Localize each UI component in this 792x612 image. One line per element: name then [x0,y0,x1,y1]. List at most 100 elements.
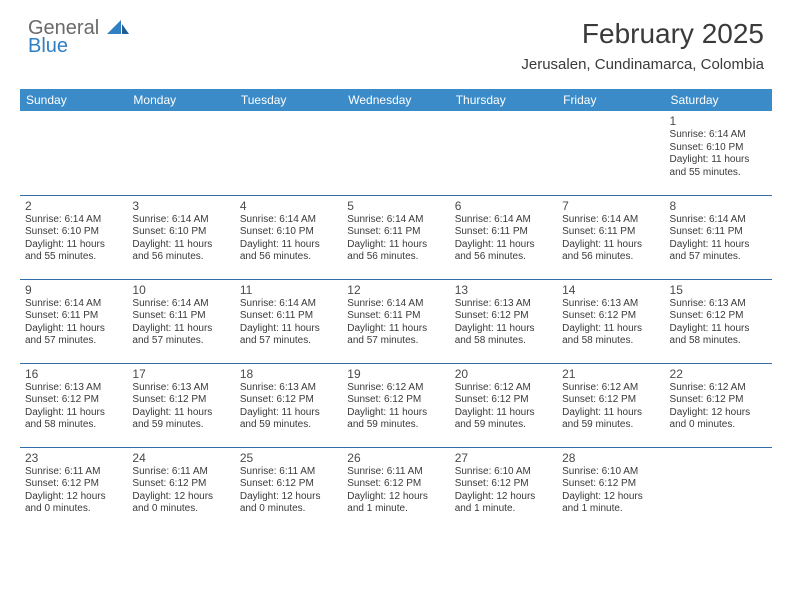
day-number: 16 [25,367,122,381]
day-number: 2 [25,199,122,213]
calendar-day-cell: 28Sunrise: 6:10 AMSunset: 6:12 PMDayligh… [557,447,664,531]
calendar-table: Sunday Monday Tuesday Wednesday Thursday… [20,89,772,531]
day-info: Sunrise: 6:14 AMSunset: 6:11 PMDaylight:… [25,298,122,348]
daylight-text: Daylight: 11 hours and 59 minutes. [455,407,552,432]
logo-text: General Blue [28,18,129,56]
daylight-text: Daylight: 11 hours and 58 minutes. [455,323,552,348]
day-info: Sunrise: 6:13 AMSunset: 6:12 PMDaylight:… [670,298,767,348]
daylight-text: Daylight: 11 hours and 57 minutes. [132,323,229,348]
calendar-day-cell: 25Sunrise: 6:11 AMSunset: 6:12 PMDayligh… [235,447,342,531]
calendar-day-cell: 5Sunrise: 6:14 AMSunset: 6:11 PMDaylight… [342,195,449,279]
day-number: 11 [240,283,337,297]
day-number: 25 [240,451,337,465]
calendar-day-cell: 14Sunrise: 6:13 AMSunset: 6:12 PMDayligh… [557,279,664,363]
sunrise-text: Sunrise: 6:14 AM [240,298,337,311]
sunrise-text: Sunrise: 6:14 AM [25,298,122,311]
day-info: Sunrise: 6:14 AMSunset: 6:11 PMDaylight:… [562,214,659,264]
day-info: Sunrise: 6:12 AMSunset: 6:12 PMDaylight:… [562,382,659,432]
header: General Blue February 2025 Jerusalen, Cu… [0,0,792,81]
sunset-text: Sunset: 6:12 PM [347,478,444,491]
daylight-text: Daylight: 12 hours and 1 minute. [347,491,444,516]
day-header: Saturday [665,89,772,111]
sunrise-text: Sunrise: 6:12 AM [455,382,552,395]
daylight-text: Daylight: 11 hours and 59 minutes. [132,407,229,432]
sunrise-text: Sunrise: 6:14 AM [670,129,767,142]
day-number: 5 [347,199,444,213]
sunset-text: Sunset: 6:12 PM [562,310,659,323]
sunset-text: Sunset: 6:10 PM [670,142,767,155]
sunrise-text: Sunrise: 6:13 AM [670,298,767,311]
day-header: Sunday [20,89,127,111]
sunset-text: Sunset: 6:11 PM [347,226,444,239]
day-info: Sunrise: 6:14 AMSunset: 6:10 PMDaylight:… [670,129,767,179]
calendar-day-cell [342,111,449,195]
calendar-day-cell: 20Sunrise: 6:12 AMSunset: 6:12 PMDayligh… [450,363,557,447]
day-number: 17 [132,367,229,381]
sunset-text: Sunset: 6:12 PM [25,478,122,491]
day-number: 20 [455,367,552,381]
calendar-day-cell [127,111,234,195]
day-info: Sunrise: 6:11 AMSunset: 6:12 PMDaylight:… [132,466,229,516]
day-number: 9 [25,283,122,297]
calendar-week-row: 1Sunrise: 6:14 AMSunset: 6:10 PMDaylight… [20,111,772,195]
daylight-text: Daylight: 12 hours and 1 minute. [562,491,659,516]
day-info: Sunrise: 6:12 AMSunset: 6:12 PMDaylight:… [670,382,767,432]
day-number: 8 [670,199,767,213]
calendar-day-cell: 17Sunrise: 6:13 AMSunset: 6:12 PMDayligh… [127,363,234,447]
day-info: Sunrise: 6:14 AMSunset: 6:11 PMDaylight:… [455,214,552,264]
sunrise-text: Sunrise: 6:14 AM [132,298,229,311]
day-info: Sunrise: 6:14 AMSunset: 6:10 PMDaylight:… [240,214,337,264]
calendar-day-cell: 9Sunrise: 6:14 AMSunset: 6:11 PMDaylight… [20,279,127,363]
calendar-day-cell: 1Sunrise: 6:14 AMSunset: 6:10 PMDaylight… [665,111,772,195]
day-info: Sunrise: 6:14 AMSunset: 6:11 PMDaylight:… [347,298,444,348]
daylight-text: Daylight: 11 hours and 58 minutes. [25,407,122,432]
sunrise-text: Sunrise: 6:11 AM [132,466,229,479]
day-number: 28 [562,451,659,465]
sunset-text: Sunset: 6:12 PM [25,394,122,407]
daylight-text: Daylight: 12 hours and 0 minutes. [25,491,122,516]
calendar-week-row: 2 Sunrise: 6:14 AMSunset: 6:10 PMDaylight… [20,195,772,279]
sunset-text: Sunset: 6:12 PM [562,394,659,407]
calendar-day-cell: 27Sunrise: 6:10 AMSunset: 6:12 PMDayligh… [450,447,557,531]
day-number: 6 [455,199,552,213]
day-info: Sunrise: 6:14 AMSunset: 6:10 PMDaylight:… [132,214,229,264]
calendar-day-cell: 2Sunrise: 6:14 AMSunset: 6:10 PMDaylight… [20,195,127,279]
sunrise-text: Sunrise: 6:14 AM [670,214,767,227]
calendar-day-cell [665,447,772,531]
sunrise-text: Sunrise: 6:11 AM [240,466,337,479]
calendar-day-cell [557,111,664,195]
day-number: 4 [240,199,337,213]
calendar-day-cell: 8Sunrise: 6:14 AMSunset: 6:11 PMDaylight… [665,195,772,279]
sunset-text: Sunset: 6:11 PM [670,226,767,239]
sunset-text: Sunset: 6:12 PM [670,394,767,407]
day-info: Sunrise: 6:11 AMSunset: 6:12 PMDaylight:… [240,466,337,516]
logo-sail-icon [107,17,129,39]
daylight-text: Daylight: 11 hours and 56 minutes. [132,239,229,264]
day-number: 21 [562,367,659,381]
sunrise-text: Sunrise: 6:13 AM [562,298,659,311]
daylight-text: Daylight: 11 hours and 56 minutes. [562,239,659,264]
sunset-text: Sunset: 6:11 PM [25,310,122,323]
day-number: 10 [132,283,229,297]
calendar-day-cell: 24Sunrise: 6:11 AMSunset: 6:12 PMDayligh… [127,447,234,531]
day-info: Sunrise: 6:11 AMSunset: 6:12 PMDaylight:… [347,466,444,516]
day-number: 7 [562,199,659,213]
sunset-text: Sunset: 6:11 PM [240,310,337,323]
sunrise-text: Sunrise: 6:14 AM [455,214,552,227]
daylight-text: Daylight: 11 hours and 59 minutes. [562,407,659,432]
sunset-text: Sunset: 6:12 PM [240,478,337,491]
day-number: 26 [347,451,444,465]
day-info: Sunrise: 6:10 AMSunset: 6:12 PMDaylight:… [455,466,552,516]
calendar-day-cell: 15Sunrise: 6:13 AMSunset: 6:12 PMDayligh… [665,279,772,363]
daylight-text: Daylight: 12 hours and 0 minutes. [670,407,767,432]
day-info: Sunrise: 6:12 AMSunset: 6:12 PMDaylight:… [455,382,552,432]
sunset-text: Sunset: 6:12 PM [562,478,659,491]
daylight-text: Daylight: 11 hours and 57 minutes. [347,323,444,348]
sunrise-text: Sunrise: 6:12 AM [670,382,767,395]
calendar-day-cell: 19Sunrise: 6:12 AMSunset: 6:12 PMDayligh… [342,363,449,447]
day-header: Friday [557,89,664,111]
sunrise-text: Sunrise: 6:13 AM [25,382,122,395]
sunrise-text: Sunrise: 6:13 AM [455,298,552,311]
sunset-text: Sunset: 6:12 PM [455,310,552,323]
day-info: Sunrise: 6:14 AMSunset: 6:11 PMDaylight:… [670,214,767,264]
